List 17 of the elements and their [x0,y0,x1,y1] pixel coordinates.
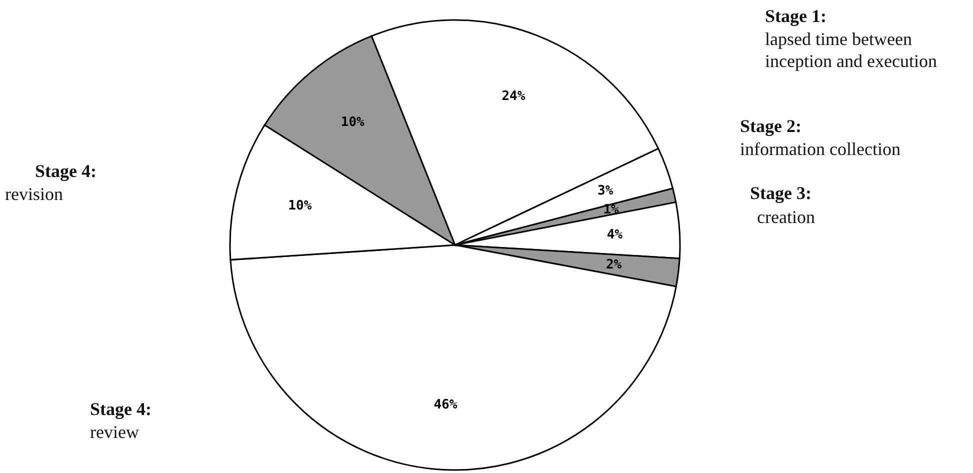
data-label: 10% [340,115,365,130]
data-label: 46% [434,398,458,413]
data-label: 10% [288,198,312,214]
data-label: 4% [606,227,623,242]
text: lapsed time between inception and execution [765,28,938,72]
text: Stage 4: [35,160,96,182]
data-label: 2% [606,258,622,273]
text: review [90,421,139,443]
data-label: 3% [598,183,614,198]
text: Stage 1: [765,5,826,27]
text: Stage 4: [90,398,152,420]
text: creation [757,206,815,228]
text: Stage 2: [740,115,802,137]
text: Stage 3: [750,182,812,204]
data-label: 24% [502,89,526,104]
text: revision [5,183,63,205]
text: information collection [740,138,900,160]
